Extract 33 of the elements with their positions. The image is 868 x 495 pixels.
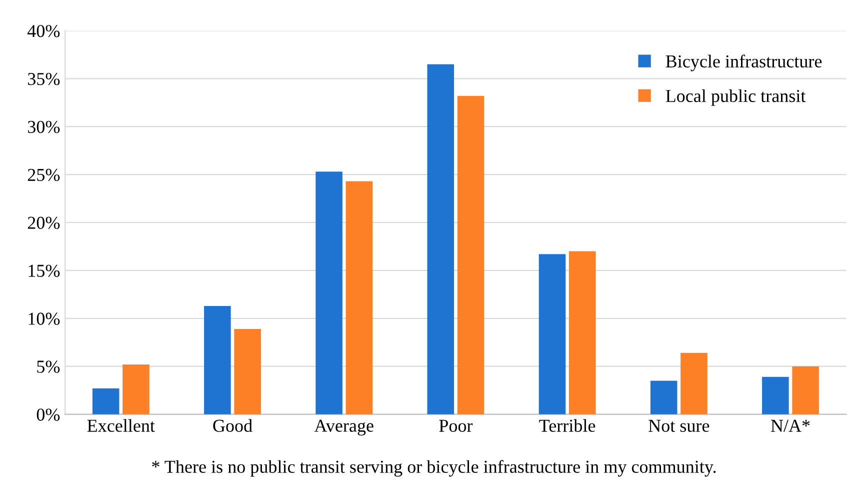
text: * There is no public transit serving or bicycle infrastructure in my community. [152,460,716,477]
y-tick-label: 10% [28,312,60,325]
legend-label: Bicycle infrastructure [666,54,822,72]
y-tick-label: 0% [36,408,60,421]
bar [457,96,484,414]
y-tick-label: 40% [27,24,60,38]
y-tick-label: 5% [37,360,60,373]
bar [427,64,454,414]
x-tick-label: Average [314,420,374,436]
y-tick-label: 30% [28,120,60,134]
x-tick-label: Excellent [87,419,155,432]
x-tick-label: N/A* [770,420,810,432]
bar [792,366,819,414]
bar [762,376,789,414]
legend-label: Local public transit [666,89,806,106]
bar [650,380,678,414]
x-tick-label: Terrible [539,419,596,432]
x-tick-label: Good [213,419,252,432]
x-tick-label: Poor [439,420,473,432]
bar [316,172,342,414]
y-tick-label: 35% [28,72,60,86]
bar [538,254,566,414]
bar [234,328,261,414]
y-tick-label: 15% [28,264,60,277]
x-tick-label: Not sure [648,420,710,432]
bar [92,388,120,414]
bar [568,251,596,414]
bar [122,364,150,414]
y-tick-label: 25% [28,168,60,182]
y-tick-label: 20% [28,216,60,230]
bar [346,181,373,414]
bar [680,352,708,414]
bar [204,306,231,414]
